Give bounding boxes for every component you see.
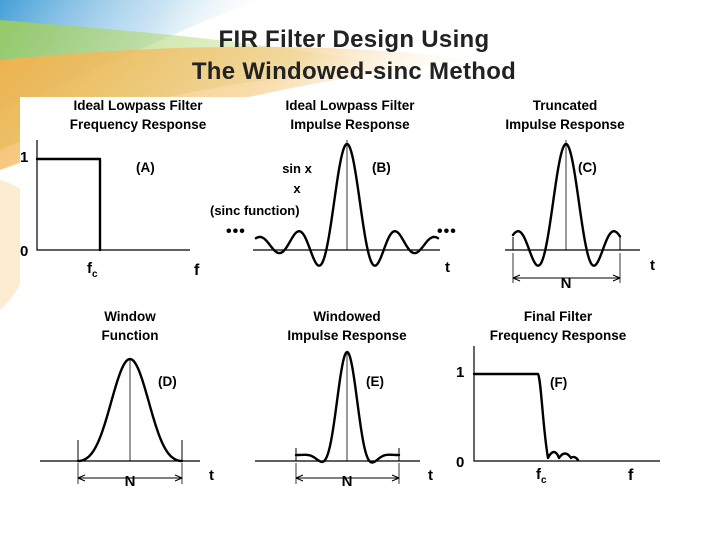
panel-b-ellipsis-left: ••• xyxy=(226,223,246,240)
panel-e-tag: (E) xyxy=(366,374,384,389)
panel-c-tag: (C) xyxy=(578,160,597,175)
panel-a-x-axis-label: f xyxy=(194,262,200,279)
panel-c-title-line-1: Truncated xyxy=(533,98,598,113)
panel-d-window-curve xyxy=(76,357,184,463)
panel-a-tag: (A) xyxy=(136,160,155,175)
panel-f-axes xyxy=(473,346,660,462)
panel-c-truncated-sinc-curve xyxy=(511,142,622,267)
panel-f-x-axis-label: f xyxy=(628,467,634,484)
slide-title-line-1: FIR Filter Design Using xyxy=(218,26,490,53)
panel-d-title-line-2: Function xyxy=(102,328,159,343)
panel-b-formula-denominator: x xyxy=(293,181,301,196)
panel-f-title-line-1: Final Filter xyxy=(524,309,593,324)
panel-d-n-label: N xyxy=(125,473,136,490)
panel-a-y-tick-0: 0 xyxy=(20,243,28,260)
panel-a-axes xyxy=(36,140,190,251)
panel-f-tag: (F) xyxy=(550,375,567,390)
panel-b-formula-caption: (sinc function) xyxy=(210,203,300,218)
panel-a-title-line-2: Frequency Response xyxy=(70,117,207,132)
panel-a-ideal-lowpass-curve xyxy=(35,157,102,252)
panel-e-x-axis-label: t xyxy=(428,467,433,484)
panel-f-final-response-curve xyxy=(472,372,580,462)
panel-c-n-arrow-left xyxy=(512,274,521,282)
panel-d-x-axis-label: t xyxy=(209,467,214,484)
panel-e-title-line-2: Impulse Response xyxy=(287,328,407,343)
panel-b-x-axis-label: t xyxy=(445,259,450,276)
panel-b-ellipsis-right: ••• xyxy=(437,223,457,240)
orange-swoosh xyxy=(0,46,480,171)
panel-b-title-line-1: Ideal Lowpass Filter xyxy=(285,98,415,113)
panel-e-n-label: N xyxy=(342,473,353,490)
panel-d-tag: (D) xyxy=(158,374,177,389)
panel-c-title-line-2: Impulse Response xyxy=(505,117,625,132)
panel-b-sinc-curve xyxy=(254,142,440,267)
panel-b-formula-numerator: sin x xyxy=(282,161,312,176)
panel-e-title-line-1: Windowed xyxy=(313,309,380,324)
slide-title-line-2: The Windowed-sinc Method xyxy=(191,58,517,85)
panel-b-title-line-2: Impulse Response xyxy=(290,117,410,132)
panel-f-fc-label: fc xyxy=(536,466,547,486)
panel-c-x-axis-label: t xyxy=(650,257,655,274)
panel-f-y-tick-1: 1 xyxy=(456,364,464,381)
panel-a-y-tick-1: 1 xyxy=(20,149,28,166)
panel-e-n-arrow-left xyxy=(295,474,304,482)
panel-d-n-arrow-right xyxy=(174,474,183,482)
panel-d-n-arrow-left xyxy=(77,474,86,482)
panel-f-title-line-2: Frequency Response xyxy=(490,328,627,343)
panel-d-title-line-1: Window xyxy=(104,309,156,324)
panel-e-n-arrow-right xyxy=(391,474,400,482)
panel-c-n-label: N xyxy=(561,275,572,292)
panel-a-fc-label: fc xyxy=(87,260,98,280)
panel-e-windowed-sinc-curve xyxy=(294,350,401,464)
panel-b-tag: (B) xyxy=(372,160,391,175)
panel-c-n-arrow-right xyxy=(612,274,621,282)
panel-f-y-tick-0: 0 xyxy=(456,454,464,471)
panel-a-title-line-1: Ideal Lowpass Filter xyxy=(73,98,203,113)
